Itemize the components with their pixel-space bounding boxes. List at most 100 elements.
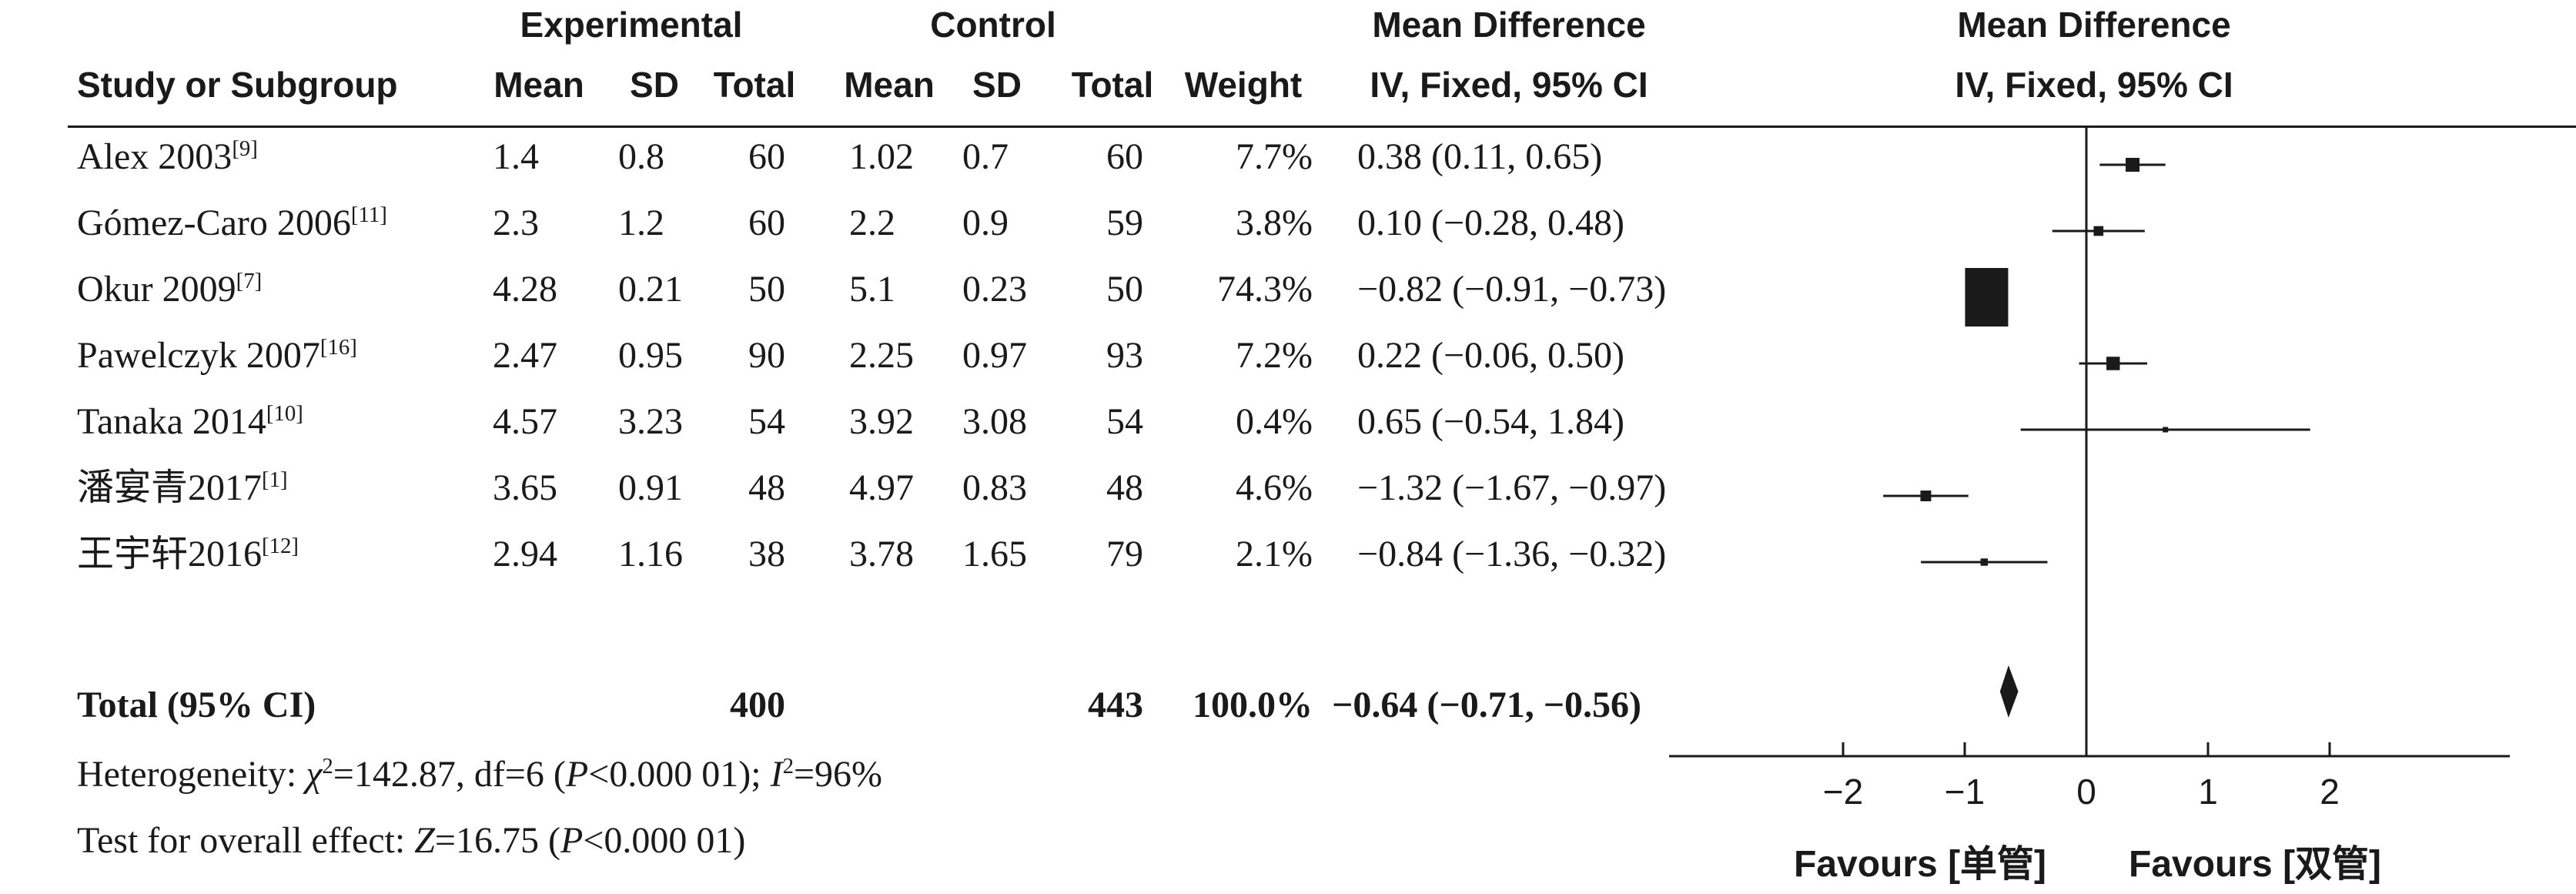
- total-ctl-cell: 54: [1106, 401, 1143, 442]
- weight-cell: 3.8%: [1236, 203, 1313, 243]
- ci-text-cell: −1.32 (−1.67, −0.97): [1357, 467, 1667, 508]
- study-reference: [12]: [262, 534, 299, 558]
- mean-exp-cell: 4.28: [493, 269, 557, 310]
- sd-exp-cell: 0.91: [618, 467, 683, 508]
- experimental-header: Experimental: [520, 5, 743, 45]
- mean-exp-cell: 1.4: [493, 136, 539, 177]
- weight-cell: 4.6%: [1236, 467, 1313, 508]
- total-ctl-cell: 79: [1106, 534, 1143, 574]
- plot-title: Mean Difference: [1957, 5, 2231, 45]
- control-header: Control: [930, 5, 1056, 45]
- sd-exp-cell: 1.16: [618, 534, 683, 574]
- study-name-text: Alex 2003: [77, 136, 233, 177]
- i-squared-superscript: 2: [782, 754, 794, 778]
- sd-ctl-cell: 3.08: [962, 401, 1027, 442]
- mean-ctl-cell: 5.1: [849, 269, 895, 310]
- total-ctl-cell: 59: [1106, 203, 1143, 243]
- overall-p-symbol: P: [560, 820, 584, 861]
- x-tick-label: 0: [2076, 772, 2096, 812]
- weight-cell: 2.1%: [1236, 534, 1313, 574]
- sd-ctl-cell: 0.97: [962, 335, 1027, 376]
- sd-ctl-cell: 1.65: [962, 534, 1027, 574]
- study-name: Okur 2009[7]: [77, 266, 262, 313]
- study-name-text: Okur 2009: [77, 269, 236, 310]
- mean-ctl-cell: 2.2: [849, 203, 895, 243]
- sd-ctl-header: SD: [972, 65, 1022, 105]
- effect-box: [2126, 157, 2140, 172]
- total-weight: 100.0%: [1193, 685, 1313, 725]
- effect-box: [2163, 427, 2169, 433]
- x-tick-label: 2: [2320, 772, 2340, 812]
- total-ci-text: −0.64 (−0.71, −0.56): [1332, 685, 1642, 725]
- header-rule: [68, 126, 2576, 128]
- heterogeneity-p-symbol: P: [565, 754, 589, 795]
- weight-cell: 0.4%: [1236, 401, 1313, 442]
- chi-value: =142.87, df=6 (: [333, 754, 566, 795]
- plot-method-header: IV, Fixed, 95% CI: [1955, 65, 2233, 105]
- total-exp-cell: 60: [748, 136, 785, 177]
- chi-superscript: 2: [322, 754, 333, 778]
- study-name-text: Gómez-Caro 2006: [77, 203, 351, 243]
- sd-ctl-cell: 0.9: [962, 203, 1009, 243]
- mean-ctl-cell: 3.92: [849, 401, 914, 442]
- study-reference: [7]: [236, 269, 263, 293]
- effect-box: [1920, 491, 1932, 501]
- total-ctl-header: Total: [1071, 65, 1154, 105]
- i-squared-value: =96%: [793, 754, 883, 795]
- ci-text-cell: −0.84 (−1.36, −0.32): [1357, 534, 1667, 574]
- effect-box: [1965, 268, 2009, 326]
- ci-text-cell: 0.10 (−0.28, 0.48): [1357, 203, 1625, 243]
- study-name: 潘宴青2017[1]: [77, 465, 288, 511]
- i-squared-symbol: I: [770, 754, 783, 795]
- total-exp-cell: 38: [748, 534, 785, 574]
- total-label: Total (95% CI): [77, 685, 316, 725]
- study-name: Gómez-Caro 2006[11]: [77, 200, 387, 246]
- overall-effect-test: Test for overall effect: Z=16.75 (P<0.00…: [77, 818, 745, 864]
- x-tick-label: −2: [1823, 772, 1863, 812]
- sd-exp-cell: 3.23: [618, 401, 683, 442]
- mean-exp-cell: 2.3: [493, 203, 539, 243]
- ci-text-cell: 0.65 (−0.54, 1.84): [1357, 401, 1625, 442]
- mean-exp-cell: 2.94: [493, 534, 557, 574]
- study-name-text: Pawelczyk 2007: [77, 335, 320, 376]
- weight-header: Weight: [1184, 65, 1303, 105]
- overall-p-value: <0.000 01): [583, 820, 746, 861]
- total-exp-cell: 48: [748, 467, 785, 508]
- mean-ctl-cell: 2.25: [849, 335, 914, 376]
- total-ctl-cell: 48: [1106, 467, 1143, 508]
- study-reference: [16]: [319, 335, 357, 360]
- favours-right-label: Favours [双管]: [2129, 844, 2382, 885]
- sd-ctl-cell: 0.7: [962, 136, 1009, 177]
- method-header: IV, Fixed, 95% CI: [1370, 65, 1648, 105]
- x-tick-label: −1: [1945, 772, 1985, 812]
- total-exp-cell: 54: [748, 401, 785, 442]
- effect-box: [1980, 558, 1988, 566]
- study-reference: [9]: [232, 136, 258, 161]
- total-ctl: 443: [1088, 685, 1143, 725]
- ci-text-cell: −0.82 (−0.91, −0.73): [1357, 269, 1667, 310]
- total-ctl-cell: 50: [1106, 269, 1143, 310]
- total-ctl-cell: 93: [1106, 335, 1143, 376]
- ci-text-cell: 0.38 (0.11, 0.65): [1357, 136, 1603, 177]
- mean-ctl-cell: 3.78: [849, 534, 914, 574]
- weight-cell: 7.2%: [1236, 335, 1313, 376]
- study-name: Tanaka 2014[10]: [77, 399, 303, 445]
- study-name-text: Tanaka 2014: [77, 401, 266, 442]
- mean-ctl-cell: 1.02: [849, 136, 914, 177]
- study-column-header: Study or Subgroup: [77, 65, 398, 105]
- study-reference: [11]: [350, 203, 387, 227]
- effect-box: [2106, 357, 2120, 370]
- sd-exp-cell: 1.2: [618, 203, 664, 243]
- x-tick-label: 1: [2198, 772, 2218, 812]
- effect-box: [2093, 226, 2104, 236]
- weight-cell: 7.7%: [1236, 136, 1313, 177]
- sd-exp-cell: 0.95: [618, 335, 683, 376]
- study-reference: [10]: [266, 401, 303, 426]
- mean-exp-cell: 3.65: [493, 467, 557, 508]
- mean-ctl-header: Mean: [844, 65, 935, 105]
- z-value: =16.75 (: [434, 820, 560, 861]
- sd-exp-header: SD: [630, 65, 679, 105]
- total-exp-cell: 90: [748, 335, 785, 376]
- total-ctl-cell: 60: [1106, 136, 1143, 177]
